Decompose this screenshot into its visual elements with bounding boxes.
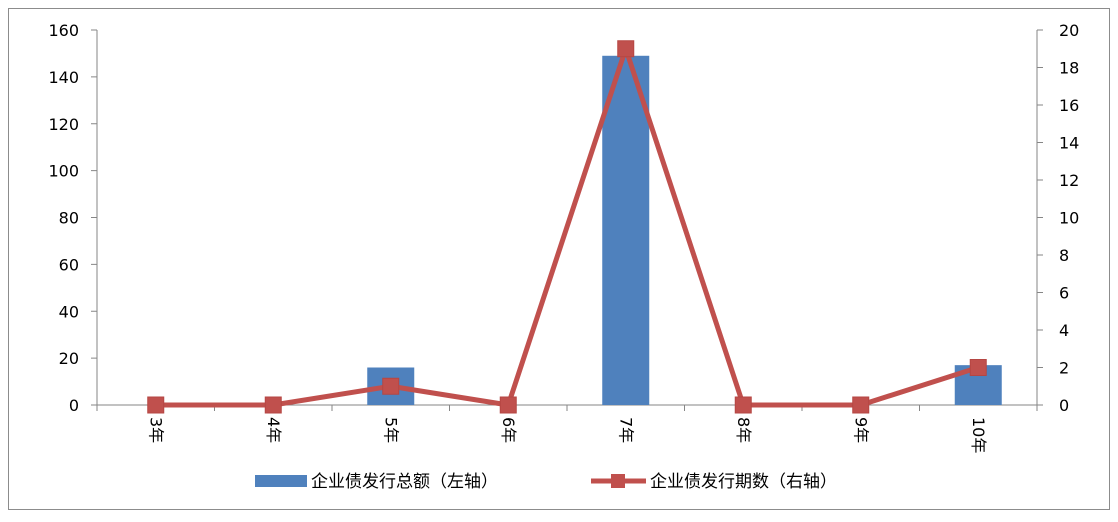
legend-bar-swatch xyxy=(255,475,307,487)
y-right-tick-label: 6 xyxy=(1059,284,1069,303)
x-tick-label: 10年 xyxy=(969,417,988,453)
y-left-tick-label: 60 xyxy=(59,255,79,274)
y-right-tick-label: 16 xyxy=(1059,96,1079,115)
bar-series xyxy=(367,55,1002,405)
y-right-tick-label: 2 xyxy=(1059,359,1069,378)
x-tick-label: 5年 xyxy=(381,417,400,443)
y-right-tick-label: 10 xyxy=(1059,209,1079,228)
axes: 0 20 40 60 80 100 120 140 160 0 2 4 6 8 10 12 14 16 18 20 3年… xyxy=(48,21,1079,453)
y-left-tick-label: 0 xyxy=(69,396,79,415)
y-right-tick-label: 12 xyxy=(1059,171,1079,190)
y-left-tick-label: 20 xyxy=(59,349,79,368)
y-left-tick-label: 80 xyxy=(59,209,79,228)
legend-label-bar: 企业债发行总额（左轴） xyxy=(311,472,498,492)
x-tick-label: 3年 xyxy=(146,417,165,443)
x-tick-label: 4年 xyxy=(264,417,283,443)
y-right-tick-label: 4 xyxy=(1059,321,1069,340)
y-left-tick-label: 100 xyxy=(48,162,79,181)
y-right-tick-label: 18 xyxy=(1059,59,1079,78)
line-point-marker xyxy=(852,396,870,414)
bar xyxy=(602,55,650,405)
line-point-marker xyxy=(617,40,635,58)
series-line xyxy=(155,46,980,408)
line-point-marker xyxy=(499,396,517,414)
y-right-tick-label: 0 xyxy=(1059,396,1069,415)
legend-line-marker xyxy=(611,474,625,488)
line-point-marker xyxy=(264,396,282,414)
y-left-tick-label: 160 xyxy=(48,21,79,40)
legend: 企业债发行总额（左轴） 企业债发行期数（右轴） xyxy=(255,472,837,492)
x-tick-label: 9年 xyxy=(851,417,870,443)
y-right-tick-label: 20 xyxy=(1059,21,1079,40)
line-point-marker xyxy=(969,359,987,376)
y-right-tick-label: 14 xyxy=(1059,134,1079,153)
y-left-tick-label: 120 xyxy=(48,115,79,134)
line-series xyxy=(147,40,987,414)
y-left-tick-label: 140 xyxy=(48,68,79,87)
legend-label-line: 企业债发行期数（右轴） xyxy=(650,472,837,492)
x-tick-label: 6年 xyxy=(499,417,518,443)
line-point-marker xyxy=(382,377,400,395)
x-tick-label: 7年 xyxy=(616,417,635,443)
y-right-tick-label: 8 xyxy=(1059,246,1069,265)
y-left-tick-label: 40 xyxy=(59,302,79,321)
x-tick-label: 8年 xyxy=(734,417,753,443)
line-point-marker xyxy=(147,396,165,414)
line-point-marker xyxy=(734,396,752,414)
